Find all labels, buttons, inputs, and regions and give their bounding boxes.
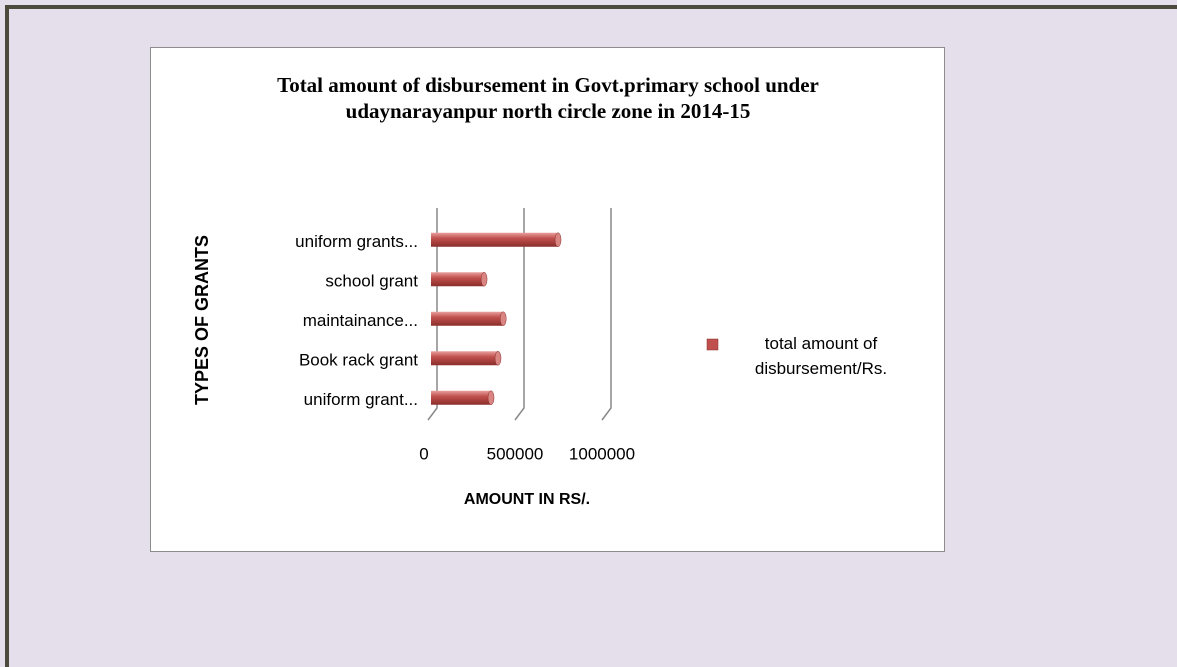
grid-line <box>514 208 525 421</box>
document-frame <box>5 5 1177 667</box>
legend-label: total amount of disbursement/Rs. <box>754 334 888 378</box>
bar-cap <box>554 232 562 247</box>
x-tick-label: 0 <box>419 444 428 463</box>
bar-cap <box>494 351 502 366</box>
chart-title: Total amount of disbursement in Govt.pri… <box>277 73 819 123</box>
y-tick-label: school grant <box>325 272 418 291</box>
bar <box>431 351 498 366</box>
bar <box>431 232 559 247</box>
legend-swatch <box>706 338 719 351</box>
grid-line <box>601 208 612 421</box>
bar <box>431 390 492 405</box>
bar <box>431 272 485 287</box>
x-axis-title: AMOUNT IN RS/. <box>464 491 590 508</box>
y-tick-label: maintainance... <box>303 311 418 330</box>
y-tick-label: uniform grant... <box>304 390 418 409</box>
chart-area <box>150 47 945 552</box>
y-axis-title: TYPES OF GRANTS <box>192 235 212 405</box>
bar-cap <box>499 311 507 326</box>
y-tick-label: Book rack grant <box>299 351 418 370</box>
bar-cap <box>487 390 495 405</box>
y-tick-label: uniform grants... <box>295 232 418 251</box>
bar <box>431 311 504 326</box>
bar-cap <box>480 272 488 287</box>
x-tick-label: 1000000 <box>569 444 635 463</box>
x-tick-label: 500000 <box>487 444 544 463</box>
